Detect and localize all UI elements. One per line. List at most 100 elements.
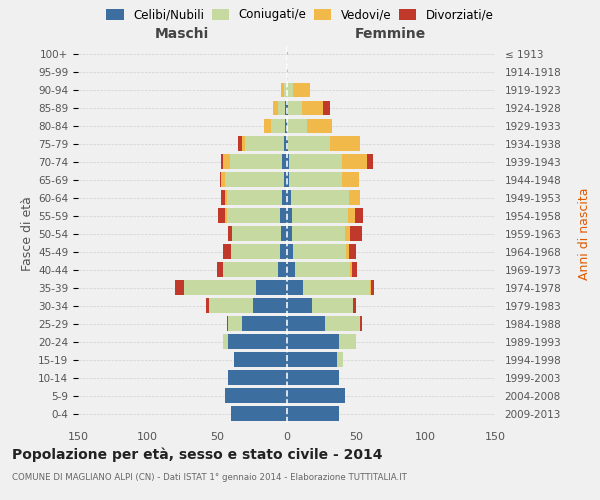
Bar xyxy=(287,316,325,331)
Bar xyxy=(340,334,356,349)
Bar xyxy=(287,406,340,421)
Bar xyxy=(253,298,287,313)
Bar xyxy=(227,208,280,223)
Bar xyxy=(272,100,278,116)
Bar xyxy=(303,280,370,295)
Bar xyxy=(231,244,280,259)
Bar xyxy=(287,352,337,367)
Bar xyxy=(223,244,231,259)
Bar xyxy=(221,172,226,187)
Bar xyxy=(238,136,242,151)
Bar xyxy=(342,172,359,187)
Bar xyxy=(271,118,285,134)
Bar xyxy=(242,136,245,151)
Bar xyxy=(226,190,227,205)
Bar xyxy=(329,136,360,151)
Bar xyxy=(223,262,278,277)
Bar xyxy=(175,280,184,295)
Bar xyxy=(242,316,287,331)
Bar xyxy=(311,298,353,313)
Bar xyxy=(283,154,287,169)
Legend: Celibi/Nubili, Coniugati/e, Vedovi/e, Divorziati/e: Celibi/Nubili, Coniugati/e, Vedovi/e, Di… xyxy=(104,6,496,24)
Bar xyxy=(287,64,288,80)
Bar xyxy=(278,100,285,116)
Bar xyxy=(287,100,288,116)
Bar xyxy=(292,226,345,241)
Bar xyxy=(323,100,329,116)
Bar xyxy=(287,118,307,134)
Bar xyxy=(355,208,363,223)
Bar xyxy=(223,154,230,169)
Bar xyxy=(289,154,342,169)
Bar xyxy=(287,46,288,62)
Bar xyxy=(371,280,374,295)
Bar xyxy=(293,82,310,98)
Bar xyxy=(184,280,256,295)
Bar xyxy=(280,244,287,259)
Bar xyxy=(264,118,271,134)
Bar xyxy=(206,298,209,313)
Bar xyxy=(287,298,311,313)
Y-axis label: Fasce di età: Fasce di età xyxy=(21,196,34,271)
Bar xyxy=(228,316,242,331)
Text: Popolazione per età, sesso e stato civile - 2014: Popolazione per età, sesso e stato civil… xyxy=(12,448,383,462)
Bar xyxy=(337,352,343,367)
Bar xyxy=(281,226,287,241)
Bar xyxy=(353,298,356,313)
Bar xyxy=(342,154,367,169)
Bar xyxy=(360,316,362,331)
Text: Maschi: Maschi xyxy=(155,28,209,42)
Bar xyxy=(226,208,227,223)
Bar xyxy=(287,244,293,259)
Bar xyxy=(245,136,284,151)
Bar xyxy=(221,190,226,205)
Bar xyxy=(226,388,287,403)
Bar xyxy=(302,100,323,116)
Bar xyxy=(293,244,346,259)
Bar xyxy=(287,262,295,277)
Bar xyxy=(346,244,349,259)
Bar xyxy=(287,154,289,169)
Bar xyxy=(350,226,362,241)
Bar xyxy=(345,226,350,241)
Bar xyxy=(217,262,223,277)
Bar xyxy=(218,208,226,223)
Bar xyxy=(325,316,360,331)
Bar xyxy=(287,334,340,349)
Bar xyxy=(283,190,287,205)
Text: Femmine: Femmine xyxy=(355,28,427,42)
Bar xyxy=(220,172,221,187)
Bar xyxy=(295,262,350,277)
Bar xyxy=(350,262,352,277)
Bar xyxy=(349,244,356,259)
Bar xyxy=(285,118,287,134)
Y-axis label: Anni di nascita: Anni di nascita xyxy=(578,188,591,280)
Bar xyxy=(228,334,287,349)
Bar xyxy=(256,280,287,295)
Bar xyxy=(281,82,284,98)
Bar xyxy=(287,388,345,403)
Bar xyxy=(287,136,288,151)
Bar xyxy=(287,370,340,385)
Bar xyxy=(230,154,283,169)
Bar xyxy=(284,172,287,187)
Bar xyxy=(228,370,287,385)
Bar xyxy=(228,226,232,241)
Bar xyxy=(284,82,287,98)
Bar xyxy=(287,190,290,205)
Bar xyxy=(280,208,287,223)
Bar xyxy=(290,190,349,205)
Bar xyxy=(367,154,373,169)
Text: COMUNE DI MAGLIANO ALPI (CN) - Dati ISTAT 1° gennaio 2014 - Elaborazione TUTTITA: COMUNE DI MAGLIANO ALPI (CN) - Dati ISTA… xyxy=(12,472,407,482)
Bar xyxy=(352,262,358,277)
Bar xyxy=(209,298,253,313)
Bar xyxy=(233,352,287,367)
Bar xyxy=(288,100,302,116)
Bar xyxy=(285,100,287,116)
Bar xyxy=(221,154,223,169)
Bar xyxy=(347,208,355,223)
Bar xyxy=(227,190,283,205)
Bar xyxy=(370,280,371,295)
Bar xyxy=(288,136,329,151)
Bar xyxy=(307,118,332,134)
